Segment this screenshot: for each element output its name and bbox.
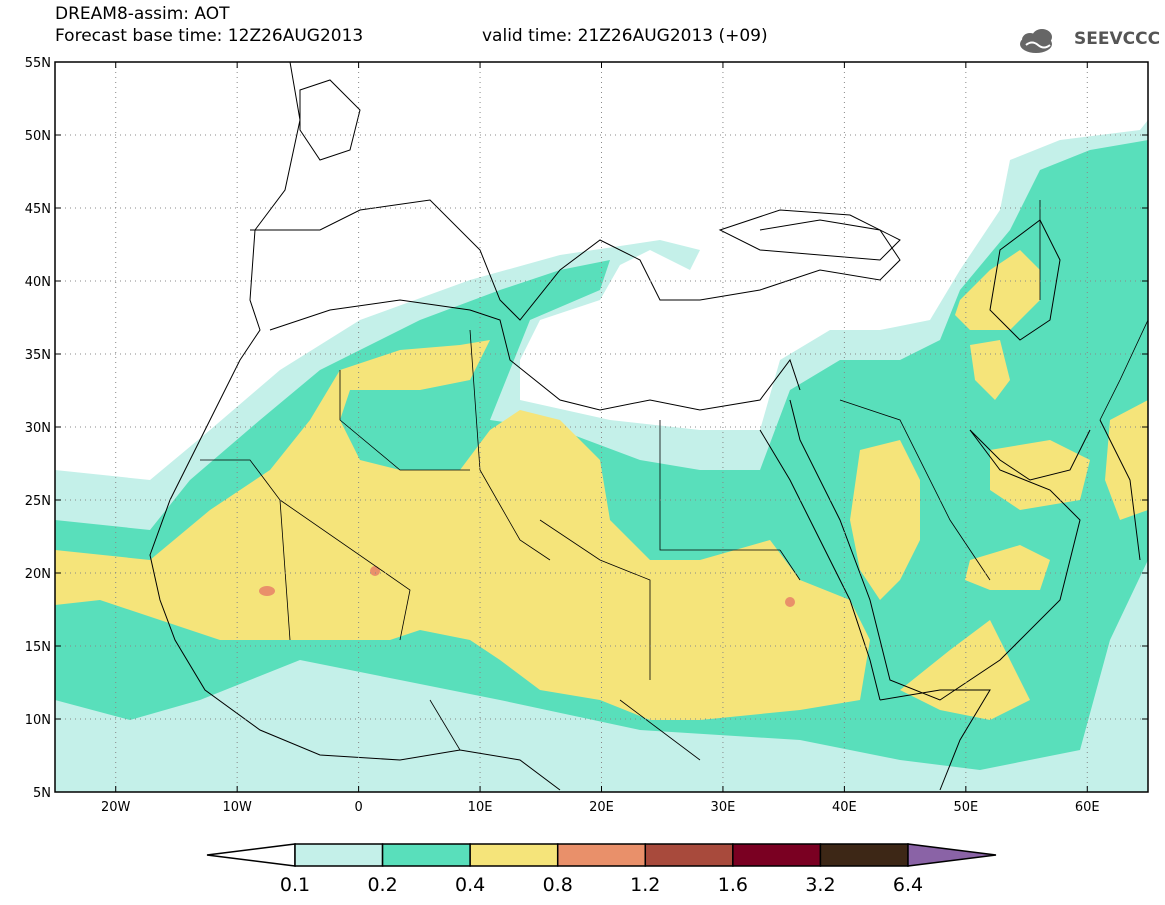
- colorbar-label: 0.4: [455, 874, 485, 896]
- y-tick-label: 5N: [33, 786, 51, 801]
- seevccc-logo: [1020, 29, 1052, 53]
- aot-shading: [55, 120, 1148, 792]
- forecast-base-time: Forecast base time: 12Z26AUG2013: [55, 26, 364, 46]
- colorbar-min-arrow: [206, 843, 296, 867]
- borders: [200, 200, 1148, 761]
- x-tick-label: 0: [354, 800, 362, 815]
- aot-band-0.4-oman: [965, 545, 1050, 590]
- colorbar-label: 0.8: [543, 874, 573, 896]
- aot-band-0.4-arabian-sea: [900, 620, 1030, 720]
- colorbar-label: 3.2: [805, 874, 835, 896]
- aot-band-0.8-sudan: [785, 597, 795, 607]
- aot-band-0.8-mali: [370, 566, 380, 576]
- aot-band-0.4-caspian: [955, 250, 1040, 330]
- aot-band-0.4-arabia: [850, 440, 920, 600]
- coastlines: [149, 62, 1141, 791]
- coast-gulf: [969, 429, 1091, 481]
- coast-india: [1099, 419, 1141, 561]
- aot-band-0.4-pakistan: [1105, 400, 1148, 520]
- coast-black-sea: [718, 209, 901, 261]
- colorbar-box: [381, 843, 471, 867]
- y-tick-label: 40N: [25, 275, 51, 290]
- y-tick-label: 15N: [25, 640, 51, 655]
- colorbar-box: [644, 843, 734, 867]
- colorbar-box: [294, 843, 384, 867]
- colorbar-label: 1.6: [718, 874, 748, 896]
- colorbar-box: [469, 843, 559, 867]
- x-tick-label: 30E: [711, 800, 736, 815]
- x-tick-label: 20E: [589, 800, 614, 815]
- coast-north-africa: [269, 299, 801, 411]
- colorbar-box: [732, 843, 822, 867]
- coast-red-sea: [759, 429, 881, 701]
- coast-britain: [299, 79, 361, 161]
- coast-horn: [879, 689, 991, 791]
- map-title: DREAM8-assim: AOT: [55, 4, 230, 24]
- aot-band-0.8-mauritania: [259, 586, 275, 596]
- colorbar-label: 0.2: [367, 874, 397, 896]
- colorbar-max-arrow: [907, 843, 997, 867]
- axis-ticks: 20W 10W 0 10E 20E 30E 40E 50E 60E 55N 50N 45N 40N 35N…: [25, 56, 1148, 815]
- valid-time: valid time: 21Z26AUG2013 (+09): [482, 26, 768, 46]
- y-tick-label: 10N: [25, 713, 51, 728]
- x-tick-label: 20W: [101, 800, 131, 815]
- x-tick-label: 60E: [1075, 800, 1100, 815]
- y-tick-label: 55N: [25, 56, 51, 71]
- colorbar-label: 0.1: [280, 874, 310, 896]
- y-tick-label: 30N: [25, 421, 51, 436]
- y-tick-label: 45N: [25, 202, 51, 217]
- coast-west-africa: [149, 62, 561, 791]
- y-tick-label: 20N: [25, 567, 51, 582]
- y-tick-label: 35N: [25, 348, 51, 363]
- colorbar-box: [556, 843, 647, 867]
- y-tick-label: 25N: [25, 494, 51, 509]
- y-tick-label: 50N: [25, 129, 51, 144]
- colorbar-label: 6.4: [893, 874, 923, 896]
- coast-arabia: [789, 399, 1081, 701]
- x-tick-label: 10E: [468, 800, 493, 815]
- x-tick-label: 10W: [222, 800, 252, 815]
- aot-band-0.4-west: [55, 340, 870, 720]
- x-tick-label: 40E: [832, 800, 857, 815]
- colorbar-label: 1.2: [630, 874, 660, 896]
- x-tick-label: 50E: [953, 800, 978, 815]
- aot-band-0.4-iran: [990, 440, 1090, 510]
- coast-europe: [250, 199, 901, 321]
- aot-band-0.4-iraq: [970, 340, 1010, 400]
- cloud-icon: [1020, 29, 1052, 53]
- colorbar-box: [819, 843, 909, 867]
- logo-text: SEEVCCC: [1074, 29, 1161, 49]
